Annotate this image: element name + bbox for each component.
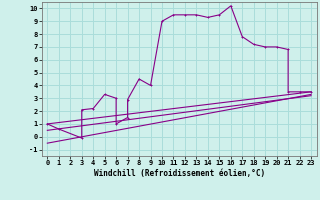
X-axis label: Windchill (Refroidissement éolien,°C): Windchill (Refroidissement éolien,°C) (94, 169, 265, 178)
